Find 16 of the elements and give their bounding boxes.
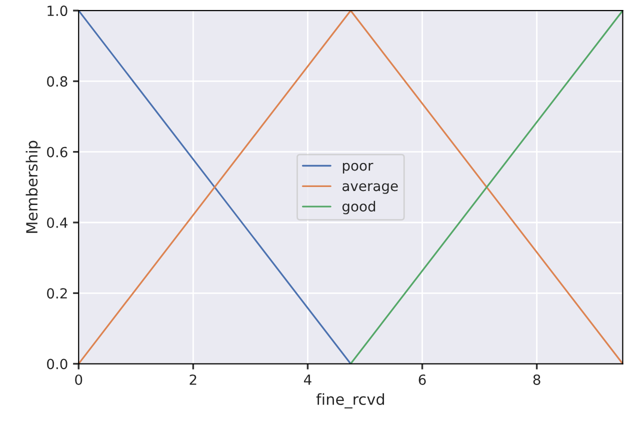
legend-label: poor (342, 162, 374, 174)
x-tick-label: 2 (190, 374, 196, 385)
x-tick-label: 8 (533, 374, 540, 385)
y-tick-label: 0.2 (47, 288, 67, 299)
y-axis-title: Membership (26, 140, 41, 233)
x-tick-label: 4 (304, 374, 312, 385)
y-tick-label: 0.0 (47, 358, 68, 370)
y-tick-label: 0.8 (47, 76, 68, 87)
y-tick-label: 0.6 (47, 146, 68, 158)
y-tick-label: 0.4 (47, 217, 68, 228)
x-tick-label: 6 (418, 374, 426, 385)
x-tick-label: 0 (75, 374, 82, 385)
y-tick-label: 1.0 (48, 6, 68, 16)
x-axis-title: fine_rcvd (316, 393, 384, 408)
legend-label: average (342, 183, 398, 194)
legend-label: good (342, 200, 376, 214)
